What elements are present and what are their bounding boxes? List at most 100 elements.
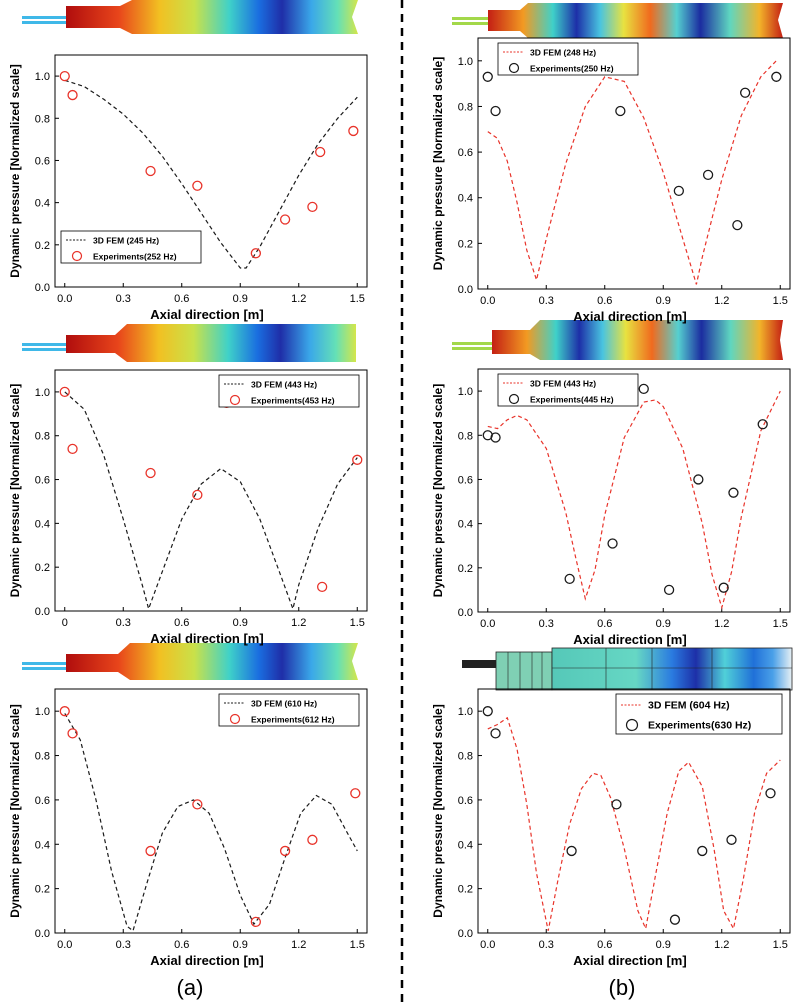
y-tick-label: 0.6 xyxy=(458,795,473,807)
y-tick-label: 0.8 xyxy=(35,431,50,443)
legend-entry-label: Experiments(445 Hz) xyxy=(530,395,614,405)
experiment-point xyxy=(67,89,78,101)
y-tick-label: 0.6 xyxy=(458,147,473,159)
plot-frame xyxy=(477,368,791,613)
chart-4: 0.0 0.3 0.6 0.9 1.2 1.5 0.0 0.2 0.4 0.6 0.8 1.0 Axia… xyxy=(431,37,791,324)
y-tick-label: 1.0 xyxy=(458,386,473,398)
y-tick-label: 0.2 xyxy=(35,884,50,896)
experiment-point xyxy=(350,788,361,799)
experiment-point xyxy=(757,419,768,430)
x-axis-label: Axial direction [m] xyxy=(573,309,686,324)
experiment-point xyxy=(192,799,203,810)
experiment-point xyxy=(490,432,501,443)
experiment-point xyxy=(490,728,501,739)
legend: 3D FEM (248 Hz) Experiments(250 Hz) xyxy=(497,42,639,76)
y-tick-label: 1.0 xyxy=(35,706,50,718)
y-tick-label: 0.8 xyxy=(458,101,473,113)
y-tick-label: 0.6 xyxy=(35,475,50,487)
fem-series-line xyxy=(64,713,358,932)
plot-frame xyxy=(54,688,368,934)
x-tick-label: 0.6 xyxy=(597,618,612,630)
y-tick-label: 0.4 xyxy=(35,198,50,210)
x-tick-label: 0.6 xyxy=(174,939,189,951)
x-axis-label: Axial direction [m] xyxy=(150,953,263,968)
x-tick-label: 0.9 xyxy=(233,939,248,951)
experiment-point xyxy=(307,834,318,845)
x-tick-label: 1.2 xyxy=(291,939,306,951)
y-tick-label: 0.4 xyxy=(35,839,50,851)
experiment-point xyxy=(718,582,729,593)
legend-entry-label: 3D FEM (443 Hz) xyxy=(530,379,596,389)
experiment-point xyxy=(669,914,681,925)
y-tick-label: 0.0 xyxy=(35,282,50,294)
geometry-strip-b3 xyxy=(462,647,793,691)
y-tick-label: 1.0 xyxy=(458,56,473,68)
experiment-point xyxy=(482,430,493,441)
y-tick-label: 0.2 xyxy=(458,884,473,896)
legend-entry-label: 3D FEM (604 Hz) xyxy=(648,700,730,712)
experiment-point xyxy=(307,201,318,213)
legend-entry-label: Experiments(453 Hz) xyxy=(251,396,335,406)
chart-5: 0.0 0.3 0.6 0.9 1.2 1.5 0.0 0.2 0.4 0.6 0.8 1.0 Axia… xyxy=(431,368,791,647)
y-axis-label: Dynamic pressure [Normalized scale] xyxy=(431,704,445,917)
y-tick-label: 0.4 xyxy=(35,518,50,530)
x-tick-label: 1.2 xyxy=(714,618,729,630)
experiment-point xyxy=(611,799,622,810)
experiment-point xyxy=(771,71,782,82)
plot-frame xyxy=(477,688,791,934)
legend-marker-swatch xyxy=(71,250,83,262)
legend-entry-label: 3D FEM (610 Hz) xyxy=(251,699,317,709)
geometry-strip-b1 xyxy=(452,3,783,38)
x-tick-label: 0 xyxy=(62,617,68,629)
geometry-strip-b2 xyxy=(452,320,783,360)
experiment-point xyxy=(67,728,78,739)
geometry-strip-a3 xyxy=(22,643,358,680)
experiment-point xyxy=(67,443,78,455)
y-tick-label: 0.8 xyxy=(458,430,473,442)
x-tick-label: 0.0 xyxy=(57,939,72,951)
x-tick-label: 0.6 xyxy=(597,295,612,307)
experiment-point xyxy=(279,214,291,225)
x-tick-label: 0.9 xyxy=(656,618,671,630)
experiment-point xyxy=(673,185,684,197)
y-tick-label: 1.0 xyxy=(458,706,473,718)
x-tick-label: 0.3 xyxy=(116,617,131,629)
experiment-point xyxy=(607,538,618,549)
experiment-point xyxy=(740,87,751,98)
legend-entry-label: Experiments(612 Hz) xyxy=(251,715,335,725)
fem-series-line xyxy=(64,79,358,269)
experiment-point xyxy=(490,105,501,117)
y-tick-label: 0.6 xyxy=(458,474,473,486)
panel-label-a: (a) xyxy=(177,975,204,1000)
panel-label-b: (b) xyxy=(609,975,636,1000)
y-tick-label: 0.0 xyxy=(458,928,473,940)
experiment-point xyxy=(728,487,739,498)
x-tick-label: 1.5 xyxy=(773,939,788,951)
y-tick-label: 0.6 xyxy=(35,155,50,167)
y-tick-label: 0.4 xyxy=(458,519,473,531)
x-tick-label: 0.0 xyxy=(57,293,72,305)
x-tick-label: 0.3 xyxy=(539,618,554,630)
x-tick-label: 0.3 xyxy=(539,939,554,951)
y-tick-label: 0.8 xyxy=(35,113,50,125)
x-tick-label: 0.6 xyxy=(174,617,189,629)
y-tick-label: 0.6 xyxy=(35,795,50,807)
plot-frame xyxy=(54,54,368,288)
y-tick-label: 0.0 xyxy=(458,284,473,296)
experiment-point xyxy=(702,169,714,181)
y-tick-label: 0.4 xyxy=(458,839,473,851)
legend: 3D FEM (610 Hz) Experiments(612 Hz) xyxy=(218,693,360,727)
experiment-point xyxy=(145,845,156,857)
y-axis-label: Dynamic pressure [Normalized scale] xyxy=(8,384,22,597)
y-tick-label: 0.8 xyxy=(458,751,473,763)
experiment-point xyxy=(697,845,708,857)
experiment-point xyxy=(482,71,493,82)
x-tick-label: 0.0 xyxy=(480,618,495,630)
x-axis-label: Axial direction [m] xyxy=(573,632,686,647)
legend-entry-label: Experiments(630 Hz) xyxy=(648,720,751,732)
y-axis-label: Dynamic pressure [Normalized scale] xyxy=(431,384,445,597)
experiment-point xyxy=(315,146,326,158)
y-tick-label: 0.2 xyxy=(35,240,50,252)
x-tick-label: 1.2 xyxy=(714,295,729,307)
x-tick-label: 1.5 xyxy=(350,617,365,629)
